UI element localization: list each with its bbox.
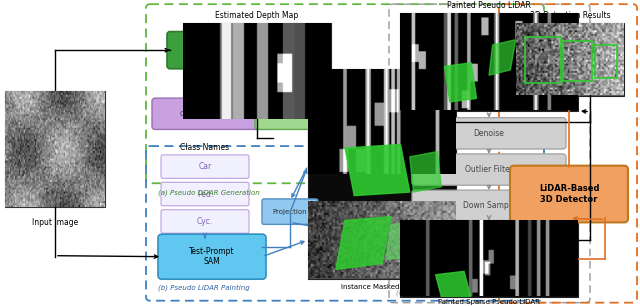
FancyBboxPatch shape: [152, 98, 276, 129]
Text: (a) Pseudo LiDAR Generation: (a) Pseudo LiDAR Generation: [158, 189, 260, 196]
Bar: [308, 69, 456, 174]
FancyBboxPatch shape: [412, 154, 566, 185]
Text: Input Image: Input Image: [32, 218, 78, 227]
FancyBboxPatch shape: [167, 32, 245, 69]
Text: Class Names: Class Names: [180, 143, 230, 152]
Text: Ped.: Ped.: [197, 189, 213, 199]
Text: DAM: DAM: [193, 45, 219, 55]
FancyBboxPatch shape: [510, 166, 628, 222]
Text: (d) Painted Sparse
Pseudo LiDAR-based
3D Detection: (d) Painted Sparse Pseudo LiDAR-based 3D…: [506, 235, 578, 256]
Text: Test-Prompt
SAM: Test-Prompt SAM: [189, 247, 235, 266]
FancyBboxPatch shape: [412, 190, 566, 222]
Text: Car: Car: [198, 162, 212, 171]
Text: 3D Detection Results: 3D Detection Results: [530, 11, 611, 20]
Text: Camera Parameters: Camera Parameters: [179, 111, 248, 117]
Bar: [516, 23, 624, 96]
FancyBboxPatch shape: [158, 234, 266, 279]
Text: Projection: Projection: [268, 111, 302, 117]
FancyBboxPatch shape: [412, 118, 566, 149]
Text: Painted Pseudo LiDAR: Painted Pseudo LiDAR: [447, 1, 531, 10]
Text: LiDAR-Based
3D Detector: LiDAR-Based 3D Detector: [539, 184, 599, 204]
FancyBboxPatch shape: [161, 155, 249, 178]
Text: Cyc.: Cyc.: [197, 217, 213, 226]
FancyBboxPatch shape: [262, 199, 318, 224]
Text: Instance Masked Depth Map: Instance Masked Depth Map: [333, 121, 431, 128]
FancyBboxPatch shape: [255, 98, 316, 129]
Text: Estimated Depth Map: Estimated Depth Map: [216, 11, 299, 20]
Text: Outlier Filter: Outlier Filter: [465, 165, 513, 174]
Text: Pseudo LiDAR: Pseudo LiDAR: [356, 184, 408, 193]
FancyBboxPatch shape: [161, 182, 249, 206]
Bar: [5, 91, 105, 207]
Bar: [400, 220, 578, 297]
Bar: [400, 13, 578, 111]
Bar: [308, 201, 456, 279]
FancyBboxPatch shape: [161, 210, 249, 233]
Text: Denoise: Denoise: [474, 129, 504, 138]
Bar: [183, 23, 331, 119]
Text: Painted Sparse Pseudo LiDAR: Painted Sparse Pseudo LiDAR: [438, 299, 540, 305]
Text: Projection: Projection: [273, 209, 307, 215]
Text: Down Sample: Down Sample: [463, 201, 515, 210]
Text: (c) Sparsify Pseudo LiDAR: (c) Sparsify Pseudo LiDAR: [396, 290, 487, 297]
Bar: [308, 130, 456, 201]
Text: Instance Masked Image: Instance Masked Image: [341, 284, 423, 290]
Text: (b) Pseudo LiDAR Painting: (b) Pseudo LiDAR Painting: [158, 284, 250, 291]
